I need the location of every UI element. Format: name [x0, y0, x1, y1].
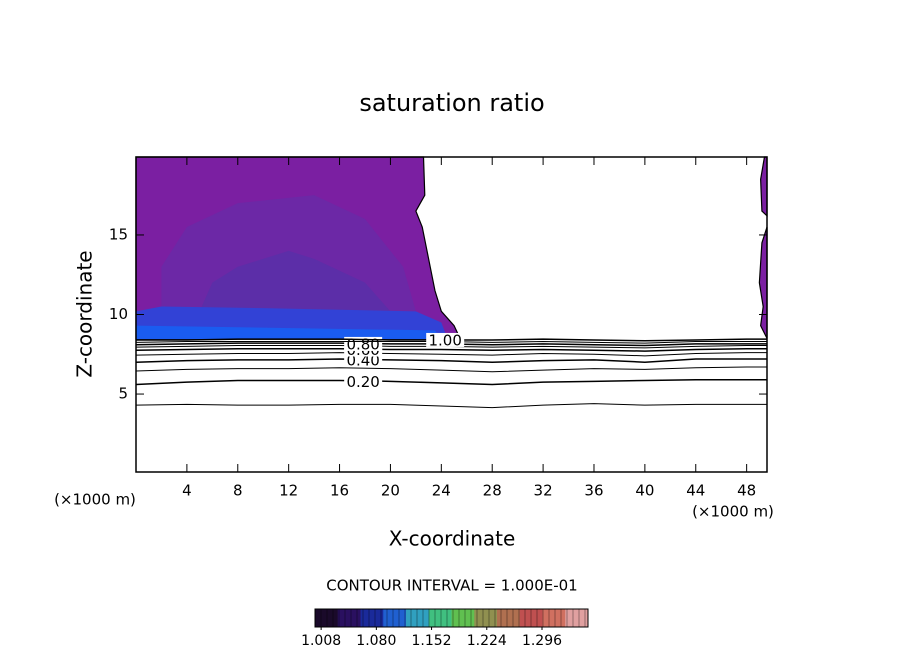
colorbar-tick-label: 1.224 — [467, 633, 507, 649]
contour-line — [135, 345, 767, 349]
colorbar-swatch — [428, 609, 452, 627]
x-tick-label: 40 — [635, 482, 654, 500]
contour-line — [135, 366, 767, 373]
colorbar-swatch — [451, 609, 475, 627]
x-tick-label: 16 — [330, 482, 349, 500]
contour-line — [136, 338, 767, 342]
contour-label-bg — [426, 332, 465, 347]
x-tick-label: 28 — [483, 482, 502, 500]
colorbar-swatch — [360, 609, 384, 627]
contour-label: 0.20 — [346, 373, 379, 391]
x-unit-label: (×1000 m) — [692, 503, 774, 521]
colorbar-swatch — [383, 609, 407, 627]
contour-interval: CONTOUR INTERVAL = 1.000E-01 — [326, 577, 577, 595]
x-tick-label: 24 — [432, 482, 451, 500]
y-tick-label: 5 — [118, 385, 128, 403]
contour-line — [135, 403, 767, 409]
colorbar-tick-label: 1.008 — [301, 633, 341, 649]
x-tick-label: 44 — [686, 482, 705, 500]
colorbar-swatch — [315, 609, 339, 627]
contour-line — [135, 352, 767, 357]
x-axis-label: X-coordinate — [389, 527, 516, 551]
shaded-region — [199, 250, 391, 312]
x-tick-label: 20 — [381, 482, 400, 500]
contour-line — [135, 347, 767, 352]
y-tick-label: 15 — [109, 225, 128, 243]
x-tick-label: 32 — [534, 482, 553, 500]
y-axis-label: Z-coordinate — [73, 250, 97, 377]
colorbar-tick-label: 1.296 — [522, 633, 562, 649]
shaded-region — [758, 226, 768, 339]
y-tick-label: 10 — [109, 305, 128, 323]
colorbar-swatch — [565, 609, 589, 627]
contour-label: 0.80 — [346, 335, 379, 353]
colorbar-swatch — [497, 609, 521, 627]
chart-title: saturation ratio — [359, 89, 544, 117]
contour-line — [135, 358, 767, 363]
x-tick-label: 4 — [182, 482, 192, 500]
x-tick-label: 8 — [233, 482, 243, 500]
shaded-region — [760, 156, 768, 218]
shaded-region — [136, 325, 442, 340]
x-tick-label: 48 — [737, 482, 756, 500]
colorbar-frame — [314, 608, 589, 628]
colorbar-swatch — [406, 609, 430, 627]
colorbar-swatch — [337, 609, 361, 627]
x-tick-label: 12 — [279, 482, 298, 500]
contour-label-bg — [344, 374, 383, 389]
contour-label-bg — [344, 336, 383, 351]
contour-label: 1.00 — [428, 331, 461, 349]
contour-line — [135, 378, 767, 386]
colorbar-tick-label: 1.080 — [356, 633, 396, 649]
colorbar-tick-label: 1.152 — [412, 633, 452, 649]
contour-line — [135, 341, 767, 344]
contour-line — [135, 342, 767, 347]
x-unit-label: (×1000 m) — [54, 491, 136, 509]
colorbar-swatch — [519, 609, 543, 627]
colorbar-swatch — [542, 609, 566, 627]
x-tick-label: 36 — [584, 482, 603, 500]
colorbar-swatch — [474, 609, 498, 627]
